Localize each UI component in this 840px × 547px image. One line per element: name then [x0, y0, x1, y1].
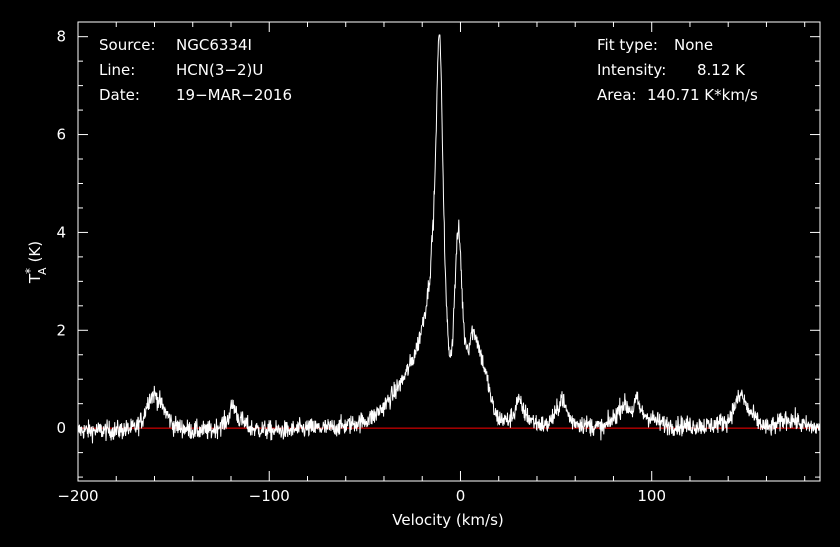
y-axis-label-main: T [26, 273, 44, 284]
y-axis-label-unit: (K) [26, 241, 44, 263]
tick-labels: −200 −100 0 100 0 2 4 6 8 [56, 28, 666, 505]
fit-type-value: None [674, 36, 713, 54]
tick-marks [77, 22, 820, 481]
source-value: NGC6334I [176, 36, 252, 54]
area-label: Area: [597, 86, 637, 104]
fit-type-label: Fit type: [597, 36, 658, 54]
x-axis-label: Velocity (km/s) [392, 511, 503, 529]
y-tick-label: 8 [56, 28, 66, 46]
x-tick-label: 100 [637, 487, 666, 505]
intensity-label: Intensity: [597, 61, 666, 79]
x-tick-label: 0 [456, 487, 466, 505]
y-axis-label-sup: * [23, 268, 37, 274]
y-axis-label: T*A (K) [23, 241, 49, 284]
area-value: 140.71 K*km/s [647, 86, 758, 104]
source-label: Source: [99, 36, 156, 54]
svg-text:T*A(K): T*A (K) [23, 241, 49, 284]
line-label: Line: [99, 61, 135, 79]
y-axis-label-sub: A [36, 267, 49, 275]
y-tick-label: 2 [56, 321, 66, 339]
x-tick-label: −200 [57, 487, 98, 505]
y-tick-label: 6 [56, 126, 66, 144]
plot-frame [77, 21, 821, 482]
date-value: 19−MAR−2016 [176, 86, 292, 104]
x-tick-label: −100 [249, 487, 290, 505]
y-tick-label: 0 [56, 419, 66, 437]
intensity-value: 8.12 K [697, 61, 746, 79]
date-label: Date: [99, 86, 140, 104]
line-value: HCN(3−2)U [176, 61, 263, 79]
y-tick-label: 4 [56, 223, 66, 241]
spectrum-line [77, 34, 821, 444]
